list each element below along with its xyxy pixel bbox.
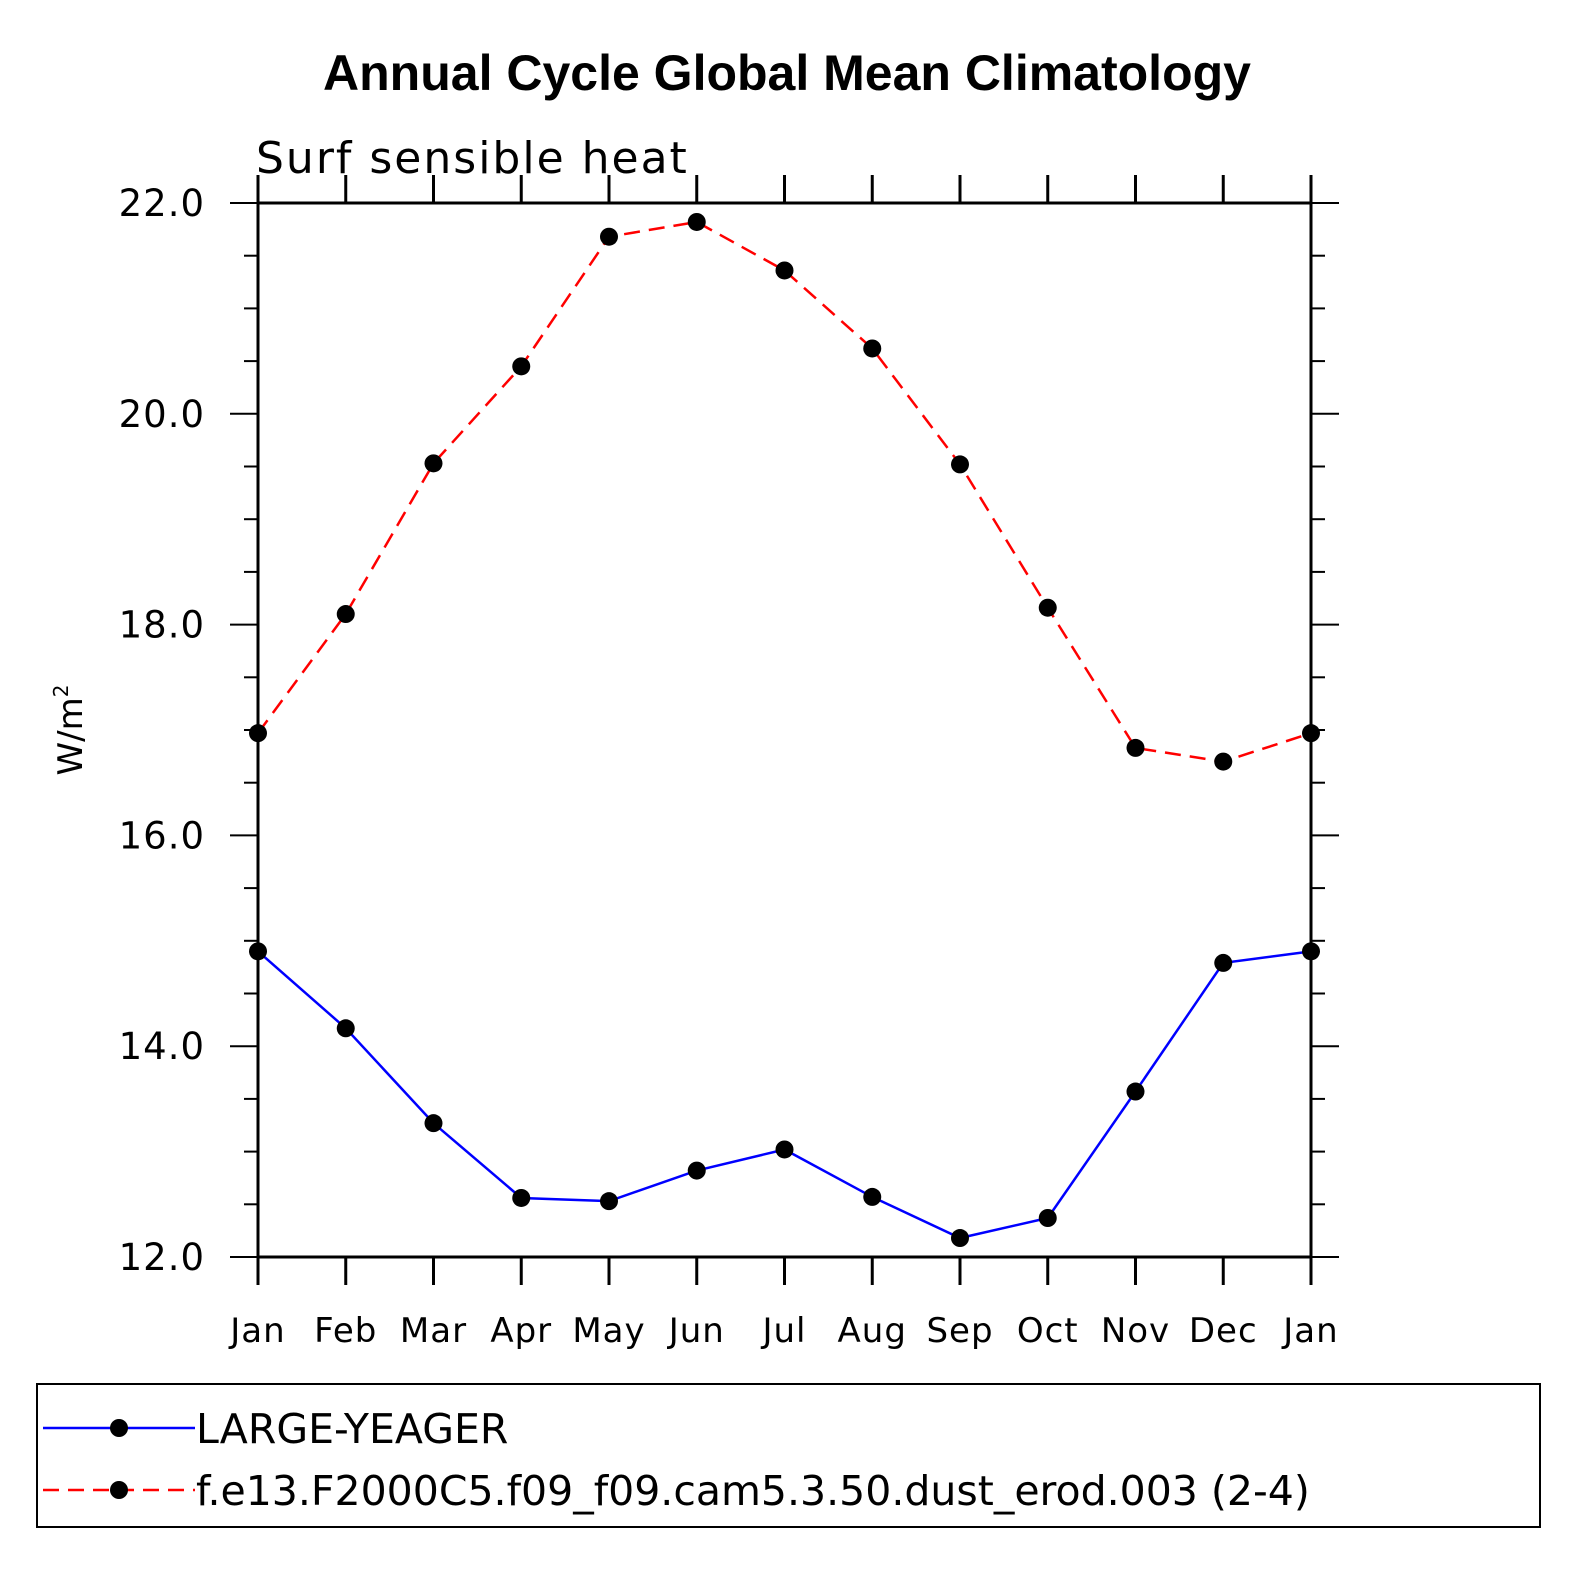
legend-marker-series-1 — [110, 1481, 128, 1499]
series-0-point — [687, 1161, 706, 1180]
series-1-point — [687, 212, 706, 231]
series-0-point — [951, 1229, 969, 1248]
x-tick-label: Jul — [760, 1311, 806, 1351]
x-tick-label: Sep — [926, 1311, 993, 1351]
legend-box — [36, 1383, 1541, 1528]
x-tick-label: May — [572, 1311, 645, 1351]
series-1-point — [863, 339, 882, 358]
series-0-point — [775, 1140, 794, 1159]
x-tick-label: Jan — [1281, 1311, 1338, 1351]
y-axis-label-base: W/m — [51, 697, 91, 775]
x-tick-label: Apr — [490, 1311, 552, 1351]
series-1-point — [512, 357, 531, 376]
x-tick-label: Oct — [1017, 1311, 1079, 1351]
series-1-point — [600, 227, 618, 246]
x-tick-label: Jun — [667, 1311, 725, 1351]
chart-subtitle: Surf sensible heat — [256, 133, 689, 184]
series-0-point — [1038, 1209, 1057, 1228]
y-tick-label: 16.0 — [119, 814, 205, 857]
x-tick-label: Dec — [1189, 1311, 1258, 1351]
series-0-point — [1214, 953, 1233, 972]
y-tick-label: 14.0 — [119, 1025, 205, 1068]
y-axis-label-superscript: 2 — [49, 685, 73, 698]
series-0-point — [424, 1114, 443, 1133]
legend: LARGE-YEAGER f.e13.F2000C5.f09_f09.cam5.… — [36, 1383, 1541, 1528]
x-tick-labels: Jan Feb Mar Apr May Jun Jul Aug Sep Oct Nov Dec Jan — [228, 1311, 1338, 1351]
x-tick-label: Nov — [1101, 1311, 1170, 1351]
series-1-point — [775, 261, 794, 280]
x-tick-label: Aug — [838, 1311, 907, 1351]
series-0-point — [1126, 1082, 1145, 1101]
plot-frame — [256, 201, 1313, 1259]
y-tick-label: 22.0 — [119, 182, 205, 225]
chart-title: Annual Cycle Global Mean Climatology — [323, 45, 1251, 101]
series-0-point — [863, 1187, 882, 1206]
ticks-layer — [230, 175, 1339, 1285]
series-1-point — [951, 455, 969, 474]
series-1-point — [1038, 598, 1057, 617]
y-axis-label: W/m2 — [49, 685, 91, 776]
legend-label-series-1: f.e13.F2000C5.f09_f09.cam5.3.50.dust_ero… — [196, 1467, 1310, 1515]
y-tick-label: 12.0 — [119, 1236, 205, 1279]
series-1-point — [1214, 752, 1233, 771]
series-0-point — [600, 1192, 618, 1211]
series-1-point — [336, 605, 355, 624]
series-line-0 — [257, 950, 1312, 1240]
legend-label-series-0: LARGE-YEAGER — [196, 1405, 508, 1453]
series-layer — [249, 212, 1320, 1248]
series-0-point — [512, 1188, 531, 1207]
legend-marker-series-0 — [110, 1419, 128, 1437]
series-1-point — [424, 454, 443, 473]
y-tick-labels: 12.0 14.0 16.0 18.0 20.0 22.0 — [119, 182, 205, 1279]
y-tick-label: 20.0 — [119, 393, 205, 436]
series-0-point — [336, 1019, 355, 1038]
x-tick-label: Feb — [314, 1311, 377, 1351]
series-line-1 — [256, 220, 1312, 763]
y-tick-label: 18.0 — [119, 604, 205, 647]
x-tick-label: Mar — [400, 1311, 467, 1351]
x-tick-label: Jan — [228, 1311, 285, 1351]
series-1-point — [1126, 738, 1145, 757]
